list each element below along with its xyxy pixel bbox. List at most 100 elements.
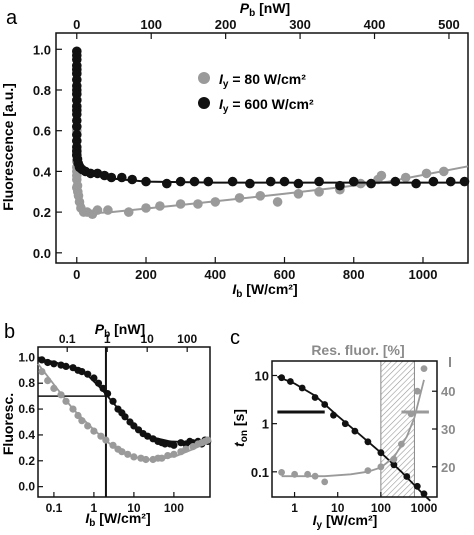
- top-tick-label: 400: [364, 17, 386, 32]
- panel-c-right-axis-title: Res. fluor. [%]: [311, 342, 404, 358]
- data-point-gray: [420, 365, 428, 372]
- y-tick-label: 1.0: [18, 350, 35, 364]
- panel-c: c 1 10 100 1000 0.1 1 10 20 30 40 Res. fluor. [%]…: [230, 327, 455, 531]
- x-tick-label: 10: [127, 501, 141, 515]
- data-point-black: [390, 176, 401, 187]
- y-tick-label: 1.0: [33, 42, 51, 57]
- fit-line-black: [277, 375, 431, 502]
- top-tick-label: 500: [438, 17, 460, 32]
- data-point-black: [117, 172, 127, 183]
- legend-label-black: Iy = 600 W/cm²: [219, 96, 314, 115]
- data-point-gray: [293, 189, 304, 199]
- data-point-black: [311, 394, 319, 401]
- y-tick-label: 0.4: [33, 164, 52, 179]
- panel-c-x-axis-title: Iy [W/cm²]: [313, 512, 378, 531]
- fit-line-gray: [281, 379, 425, 478]
- top-tick-label: 1: [104, 332, 111, 346]
- panel-a-label: a: [6, 7, 18, 29]
- y-tick-label: 0.6: [33, 124, 51, 139]
- data-point-black: [227, 176, 238, 187]
- x-tick-label: 100: [164, 501, 184, 515]
- legend-label-gray: Iy = 80 W/cm²: [219, 71, 306, 90]
- fit-line-gray: [75, 130, 469, 215]
- data-point-black: [411, 178, 421, 189]
- right-y-tick-label: 40: [441, 384, 455, 399]
- fit-line-black: [75, 49, 468, 184]
- data-point-black: [265, 176, 276, 187]
- y-tick-label: 0.8: [33, 83, 51, 98]
- y-tick-label: 0.2: [18, 454, 35, 468]
- data-point-gray: [155, 201, 165, 211]
- data-point-black: [245, 178, 255, 189]
- y-tick-label: 0.4: [18, 428, 35, 442]
- x-tick-label: 400: [204, 267, 226, 282]
- x-tick-label: 0.1: [46, 501, 63, 515]
- y-tick-label: 10: [255, 368, 269, 383]
- x-tick-label: 10: [331, 501, 345, 515]
- top-tick-label: 10: [141, 332, 155, 346]
- x-tick-label: 1: [291, 501, 298, 515]
- fit-line-gray: [37, 363, 211, 461]
- data-point-black: [459, 176, 470, 187]
- data-point-gray: [74, 411, 82, 420]
- x-tick-label: 1000: [411, 501, 438, 515]
- y-tick-label: 0.0: [18, 480, 35, 494]
- fit-line-black: [37, 357, 210, 443]
- x-tick-label: 1000: [409, 267, 438, 282]
- top-tick-label: 0: [73, 17, 80, 32]
- data-point-gray: [278, 469, 285, 476]
- data-point-black: [161, 440, 169, 448]
- panel-a-x-axis-title: Ib [W/cm²]: [232, 281, 297, 300]
- x-tick-label: 200: [135, 267, 157, 282]
- panel-b: b 0.1 1 10 100 0.0 0.2 0.4 0.6 0.8 1.0 0.1 1 10 100 P…: [0, 321, 212, 529]
- data-point-black: [428, 176, 439, 187]
- data-point-gray: [272, 197, 283, 207]
- panel-a-y-axis-title: Fluorescence [a.u.]: [0, 83, 16, 211]
- panel-a-plot: 0 200 400 600 800 1000 0.0 0.2 0.4 0.6 0.8 1.0 0 100 2…: [33, 17, 470, 282]
- panel-a: a 0 200 400 600 800 1000 0.0 0.2 0.4 0.6 0.8 1.0 0 10…: [0, 0, 470, 300]
- top-tick-label: 100: [140, 17, 162, 32]
- panel-c-plot: 1 10 100 1000 0.1 1 10 20 30 40: [251, 357, 455, 515]
- x-tick-label: 1: [91, 501, 98, 515]
- data-point-black: [279, 176, 290, 187]
- y-tick-label: 1: [262, 417, 269, 432]
- panel-a-plot-frame: [55, 32, 469, 264]
- data-point-black: [445, 176, 456, 187]
- y-tick-label: 0.2: [33, 205, 51, 220]
- data-point-gray: [413, 387, 421, 395]
- panel-b-y-axis-title: Fluoresc.: [0, 393, 16, 455]
- panel-c-y-axis-title: ton [s]: [231, 409, 250, 447]
- data-point-black: [170, 441, 178, 449]
- data-point-gray: [321, 478, 329, 486]
- data-point-gray: [376, 170, 387, 181]
- data-point-black: [348, 176, 359, 187]
- x-tick-label: 600: [274, 267, 296, 282]
- right-y-tick-label: 20: [441, 460, 455, 475]
- panel-a-top-axis-title: Pb [nW]: [240, 0, 290, 19]
- y-tick-label: 0.1: [251, 465, 269, 480]
- panel-b-top-axis-title: Pb [nW]: [95, 321, 145, 340]
- data-point-black: [413, 482, 421, 490]
- panel-c-label: c: [230, 327, 240, 349]
- legend-marker-gray: [198, 72, 210, 84]
- panel-b-plot-frame: [37, 346, 211, 498]
- data-point-black: [72, 121, 82, 132]
- top-tick-label: 100: [177, 332, 197, 346]
- x-tick-label: 0: [73, 267, 80, 282]
- data-point-gray: [84, 422, 92, 430]
- x-tick-label: 100: [371, 501, 391, 515]
- top-tick-label: 0.1: [59, 332, 76, 346]
- data-point-black: [314, 176, 324, 187]
- panel-b-label: b: [4, 321, 15, 343]
- y-tick-label: 0.8: [18, 376, 35, 390]
- data-point-black: [162, 178, 172, 189]
- panel-b-plot: 0.1 1 10 100 0.0 0.2 0.4 0.6 0.8 1.0 0.1 1 10 100: [18, 332, 212, 515]
- panel-b-x-axis-title: Ib [W/cm²]: [85, 510, 150, 529]
- top-tick-label: 200: [215, 17, 237, 32]
- data-point-black: [293, 178, 304, 189]
- top-tick-label: 300: [289, 17, 311, 32]
- right-y-tick-label: 30: [441, 422, 455, 437]
- y-tick-label: 0.0: [33, 246, 51, 261]
- x-tick-label: 800: [343, 267, 365, 282]
